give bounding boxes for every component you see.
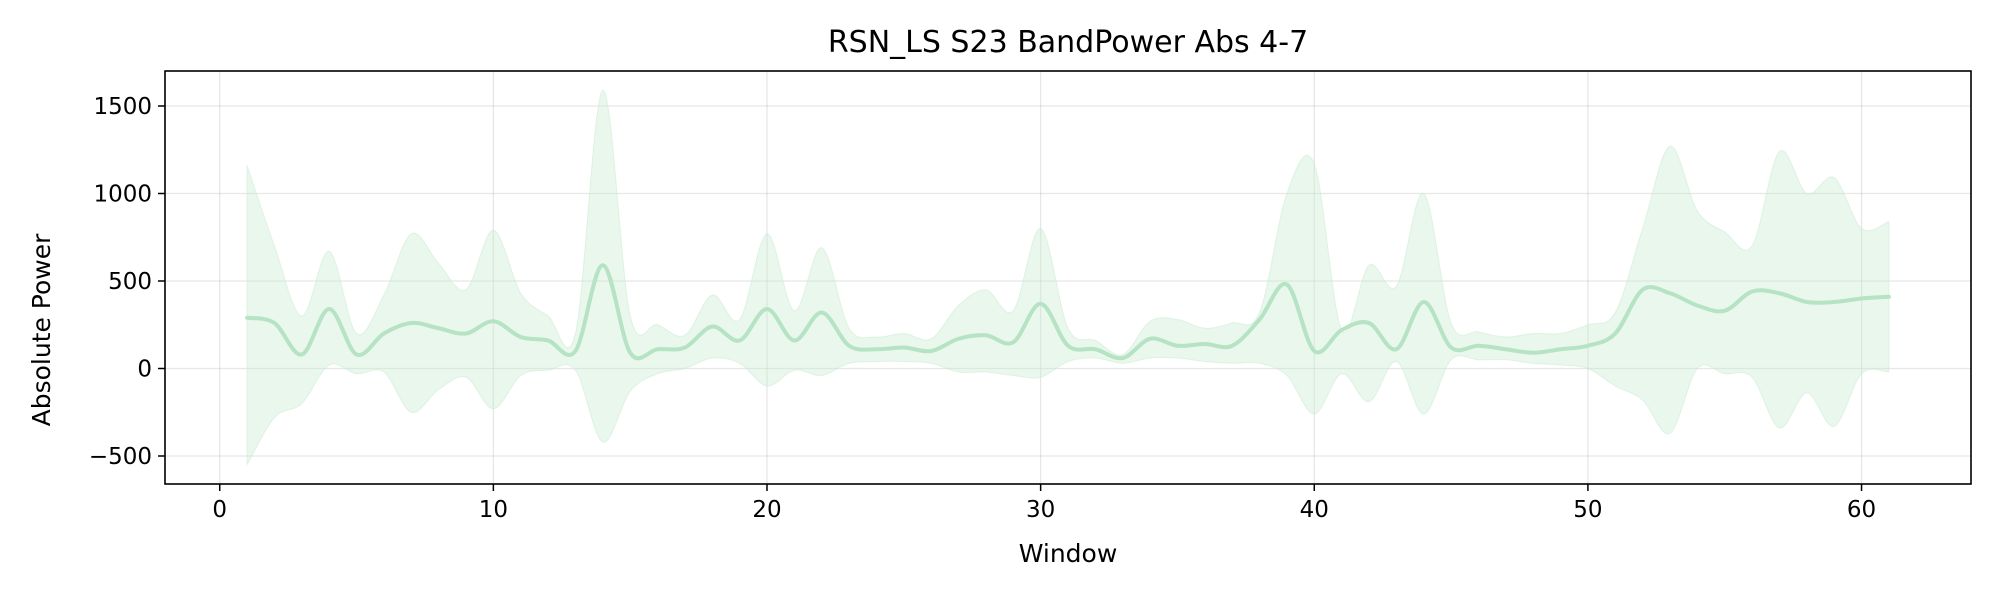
x-tick-label: 40 [1300, 497, 1329, 523]
y-tick-label: 500 [108, 269, 152, 295]
mean-line [245, 263, 1891, 361]
x-tick-label: 0 [212, 497, 227, 523]
grid-lines [165, 71, 1971, 484]
y-tick-label: 1000 [93, 182, 152, 208]
x-tick-label: 30 [1026, 497, 1055, 523]
y-axis-label: Absolute Power [27, 233, 56, 427]
x-tick-label: 60 [1847, 497, 1876, 523]
plot-frame [164, 70, 1972, 485]
x-tick-label: 10 [479, 497, 508, 523]
y-tick-label: 1500 [93, 94, 152, 120]
x-tick-label: 50 [1573, 497, 1602, 523]
x-axis-label: Window [1019, 539, 1118, 568]
std-band [246, 89, 1890, 467]
std-band-area [246, 89, 1890, 467]
y-tick-label: 0 [137, 357, 152, 383]
x-axis-ticks: 0 10 20 30 40 50 60 [212, 484, 1876, 523]
mean-series [245, 263, 1891, 361]
y-tick-label: −500 [89, 444, 152, 470]
x-tick-label: 20 [752, 497, 781, 523]
y-axis-ticks: −500 0 500 1000 1500 [89, 94, 165, 470]
chart-title: RSN_LS S23 BandPower Abs 4-7 [828, 25, 1308, 60]
